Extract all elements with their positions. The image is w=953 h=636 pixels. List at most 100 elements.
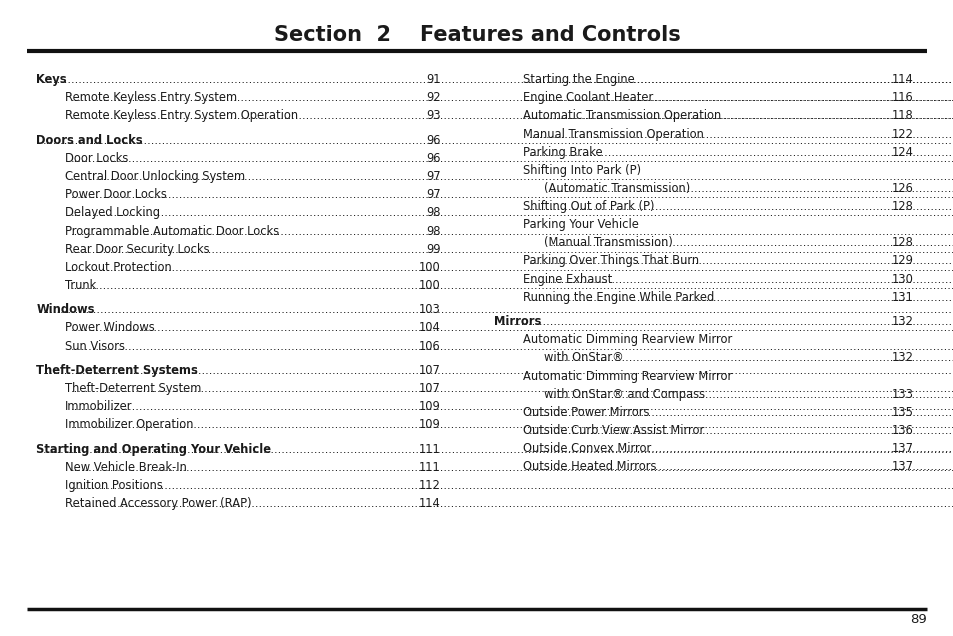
- Text: ................................................................................: ........................................…: [71, 91, 953, 104]
- Text: 135: 135: [891, 406, 913, 418]
- Text: (Manual Transmission): (Manual Transmission): [543, 236, 672, 249]
- Text: Mirrors: Mirrors: [494, 315, 541, 328]
- Text: Keys: Keys: [36, 73, 67, 86]
- Text: Outside Curb View Assist Mirror: Outside Curb View Assist Mirror: [522, 424, 703, 437]
- Text: 118: 118: [891, 109, 913, 122]
- Text: Engine Exhaust: Engine Exhaust: [522, 272, 612, 286]
- Text: Programmable Automatic Door Locks: Programmable Automatic Door Locks: [65, 225, 279, 237]
- Text: 131: 131: [891, 291, 913, 303]
- Text: Remote Keyless Entry System: Remote Keyless Entry System: [65, 91, 236, 104]
- Text: 112: 112: [418, 479, 440, 492]
- Text: ................................................................................: ........................................…: [71, 497, 953, 510]
- Text: 100: 100: [418, 279, 440, 292]
- Text: 114: 114: [891, 73, 913, 86]
- Text: ................................................................................: ........................................…: [71, 382, 953, 395]
- Text: Rear Door Security Locks: Rear Door Security Locks: [65, 242, 210, 256]
- Text: ................................................................................: ........................................…: [549, 182, 953, 195]
- Text: Starting the Engine: Starting the Engine: [522, 73, 634, 86]
- Text: ................................................................................: ........................................…: [71, 340, 953, 352]
- Text: 136: 136: [891, 424, 913, 437]
- Text: 132: 132: [891, 315, 913, 328]
- Text: ................................................................................: ........................................…: [71, 400, 953, 413]
- Text: 111: 111: [418, 443, 440, 456]
- Text: ................................................................................: ........................................…: [528, 109, 953, 122]
- Text: ................................................................................: ........................................…: [528, 291, 953, 303]
- Text: 107: 107: [418, 364, 440, 377]
- Text: ................................................................................: ........................................…: [71, 418, 953, 431]
- Text: ................................................................................: ........................................…: [71, 225, 953, 237]
- Text: 96: 96: [426, 152, 440, 165]
- Text: 97: 97: [426, 170, 440, 183]
- Text: Windows: Windows: [36, 303, 94, 316]
- Text: ................................................................................: ........................................…: [528, 442, 953, 455]
- Text: ................................................................................: ........................................…: [528, 146, 953, 158]
- Text: Immobilizer Operation: Immobilizer Operation: [65, 418, 193, 431]
- Text: with OnStar® and Compass: with OnStar® and Compass: [543, 387, 704, 401]
- Text: ................................................................................: ........................................…: [528, 73, 953, 86]
- Text: ................................................................................: ........................................…: [71, 261, 953, 273]
- Text: Parking Brake: Parking Brake: [522, 146, 601, 158]
- Text: Parking Your Vehicle: Parking Your Vehicle: [522, 218, 638, 231]
- Text: 92: 92: [426, 91, 440, 104]
- Text: Retained Accessory Power (RAP): Retained Accessory Power (RAP): [65, 497, 252, 510]
- Text: 96: 96: [426, 134, 440, 147]
- Text: 91: 91: [426, 73, 440, 86]
- Text: Manual Transmission Operation: Manual Transmission Operation: [522, 127, 703, 141]
- Text: ................................................................................: ........................................…: [528, 127, 953, 141]
- Text: ................................................................................: ........................................…: [42, 443, 953, 456]
- Text: Delayed Locking: Delayed Locking: [65, 206, 160, 219]
- Text: 114: 114: [418, 497, 440, 510]
- Text: ................................................................................: ........................................…: [549, 387, 953, 401]
- Text: ................................................................................: ........................................…: [71, 109, 953, 122]
- Text: 128: 128: [891, 236, 913, 249]
- Text: ................................................................................: ........................................…: [71, 461, 953, 474]
- Text: Section  2    Features and Controls: Section 2 Features and Controls: [274, 25, 679, 45]
- Text: 130: 130: [891, 272, 913, 286]
- Text: 106: 106: [418, 340, 440, 352]
- Text: Theft-Deterrent Systems: Theft-Deterrent Systems: [36, 364, 198, 377]
- Text: Power Windows: Power Windows: [65, 321, 154, 335]
- Text: 129: 129: [891, 254, 913, 267]
- Text: ................................................................................: ........................................…: [528, 91, 953, 104]
- Text: 99: 99: [426, 242, 440, 256]
- Text: Door Locks: Door Locks: [65, 152, 128, 165]
- Text: New Vehicle Break-In: New Vehicle Break-In: [65, 461, 187, 474]
- Text: 116: 116: [891, 91, 913, 104]
- Text: Trunk: Trunk: [65, 279, 96, 292]
- Text: 124: 124: [891, 146, 913, 158]
- Text: Theft-Deterrent System: Theft-Deterrent System: [65, 382, 201, 395]
- Text: ................................................................................: ........................................…: [71, 321, 953, 335]
- Text: Automatic Transmission Operation: Automatic Transmission Operation: [522, 109, 720, 122]
- Text: Lockout Protection: Lockout Protection: [65, 261, 172, 273]
- Text: 98: 98: [426, 206, 440, 219]
- Text: ................................................................................: ........................................…: [499, 315, 953, 328]
- Text: 111: 111: [418, 461, 440, 474]
- Text: (Automatic Transmission): (Automatic Transmission): [543, 182, 689, 195]
- Text: 89: 89: [909, 614, 926, 626]
- Text: ................................................................................: ........................................…: [528, 254, 953, 267]
- Text: 98: 98: [426, 225, 440, 237]
- Text: Starting and Operating Your Vehicle: Starting and Operating Your Vehicle: [36, 443, 271, 456]
- Text: ................................................................................: ........................................…: [42, 134, 953, 147]
- Text: with OnStar®: with OnStar®: [543, 351, 623, 364]
- Text: 132: 132: [891, 351, 913, 364]
- Text: ................................................................................: ........................................…: [42, 303, 953, 316]
- Text: Sun Visors: Sun Visors: [65, 340, 125, 352]
- Text: Automatic Dimming Rearview Mirror: Automatic Dimming Rearview Mirror: [522, 370, 731, 382]
- Text: 128: 128: [891, 200, 913, 213]
- Text: ................................................................................: ........................................…: [71, 242, 953, 256]
- Text: ................................................................................: ........................................…: [42, 73, 953, 86]
- Text: ................................................................................: ........................................…: [71, 188, 953, 201]
- Text: ................................................................................: ........................................…: [71, 479, 953, 492]
- Text: Immobilizer: Immobilizer: [65, 400, 132, 413]
- Text: 137: 137: [891, 442, 913, 455]
- Text: ................................................................................: ........................................…: [71, 170, 953, 183]
- Text: ................................................................................: ........................................…: [549, 236, 953, 249]
- Text: ................................................................................: ........................................…: [528, 200, 953, 213]
- Text: Power Door Locks: Power Door Locks: [65, 188, 167, 201]
- Text: 109: 109: [418, 418, 440, 431]
- Text: 126: 126: [891, 182, 913, 195]
- Text: ................................................................................: ........................................…: [528, 406, 953, 418]
- Text: ................................................................................: ........................................…: [528, 424, 953, 437]
- Text: 122: 122: [891, 127, 913, 141]
